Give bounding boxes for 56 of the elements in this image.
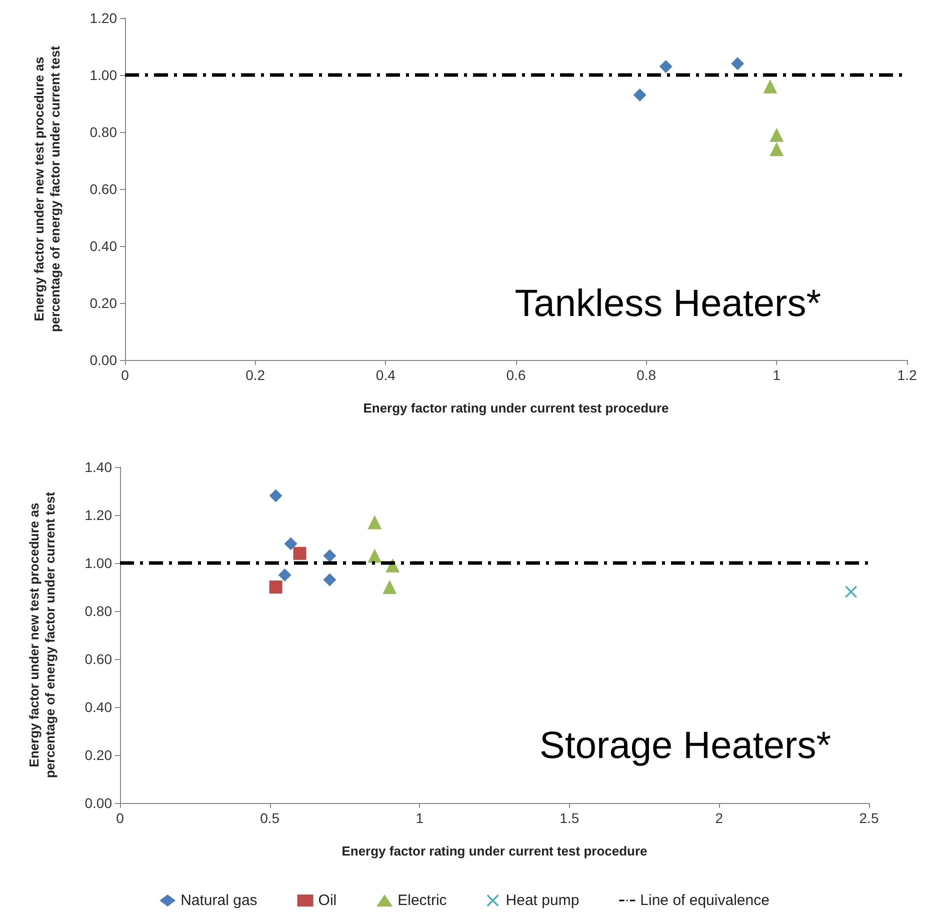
- y-tick-label: 1.00: [84, 555, 112, 571]
- point: [659, 60, 672, 73]
- point: [731, 57, 744, 70]
- point: [323, 573, 336, 586]
- point: [633, 88, 646, 102]
- legend-label: Natural gas: [180, 892, 258, 909]
- point: [382, 580, 397, 594]
- point: [278, 568, 292, 582]
- annotation: Tankless Heaters*: [514, 283, 822, 325]
- point: [284, 537, 298, 550]
- x-tick-label: 1: [772, 367, 781, 383]
- y-tick-label: 0.80: [90, 124, 118, 140]
- y-tick-label: 0.00: [84, 795, 112, 811]
- y-tick-label: 0.00: [90, 352, 118, 368]
- x-tick-label: 0.2: [246, 367, 266, 383]
- x-tick-label: 0: [116, 810, 124, 826]
- y-tick-label: 1.40: [84, 459, 112, 475]
- y-tick-label: 1.20: [90, 10, 118, 26]
- x-tick-label: 0.4: [376, 367, 396, 383]
- legend-label: Line of equivalence: [640, 892, 770, 909]
- point: [269, 489, 282, 502]
- y-tick-label: 0.80: [84, 603, 112, 619]
- legend-label: Heat pump: [506, 892, 580, 909]
- x-tick-label: 0.8: [636, 367, 656, 383]
- point: [770, 142, 784, 156]
- y-axis-title: Energy factor under new test procedure as percentage of energy factor under current test: [32, 45, 62, 332]
- x-tick-label: 1.2: [897, 367, 917, 383]
- y-tick-label: 1.00: [90, 67, 118, 83]
- y-tick-label: 0.60: [84, 651, 112, 667]
- y-axis-title: Energy factor under new test procedure as percentage of energy factor under current test: [26, 491, 58, 778]
- point: [368, 548, 382, 563]
- x-tick-label: 1: [416, 810, 424, 826]
- legend-label: Oil: [318, 892, 337, 909]
- legend-label: Electric: [398, 892, 448, 909]
- x-tick-label: 1.5: [560, 810, 580, 826]
- point: [845, 586, 858, 598]
- x-tick-label: 0.5: [260, 810, 280, 826]
- y-tick-label: 1.20: [84, 507, 112, 523]
- point: [269, 580, 282, 594]
- y-tick-label: 0.40: [90, 238, 118, 254]
- x-tick-label: 2: [715, 810, 724, 826]
- y-tick-label: 0.20: [90, 295, 118, 311]
- point: [368, 515, 382, 530]
- y-tick-label: 0.60: [90, 181, 118, 197]
- point: [770, 128, 784, 142]
- annotation: Storage Heaters*: [540, 725, 832, 767]
- point: [763, 79, 778, 94]
- point: [323, 549, 336, 562]
- y-tick-label: 0.20: [84, 747, 112, 763]
- x-tick-label: 0.6: [506, 367, 526, 383]
- x-tick-label: 0: [121, 367, 130, 383]
- x-axis-title: Energy factor rating under current test procedure: [342, 844, 648, 858]
- y-tick-label: 0.40: [84, 699, 112, 715]
- point: [293, 546, 306, 560]
- x-axis-title: Energy factor rating under current test procedure: [363, 400, 669, 416]
- x-tick-label: 2.5: [859, 810, 879, 826]
